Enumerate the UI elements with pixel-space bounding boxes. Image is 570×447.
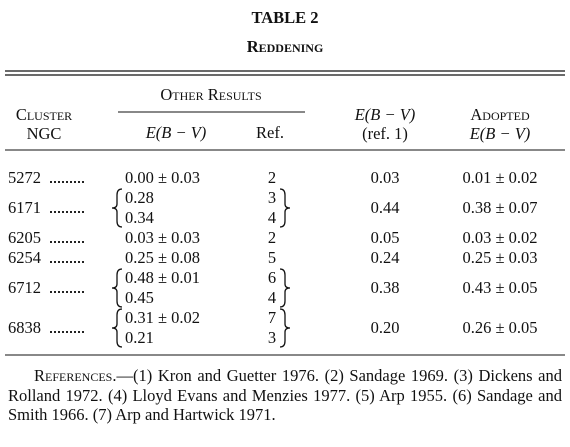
- adopted-value: 0.43 ± 0.05: [462, 278, 538, 297]
- leader-dots: [50, 331, 84, 333]
- brace: [279, 308, 291, 348]
- footnote-label: References: [34, 366, 113, 385]
- col-header: E(B − V): [469, 124, 531, 143]
- ref1-value: 0.05: [370, 228, 400, 247]
- adopted-value: 0.38 ± 0.07: [462, 198, 538, 217]
- other-value: 0.31 ± 0.02: [125, 308, 201, 327]
- table-title: TABLE 2: [251, 8, 319, 27]
- cluster: 6838: [8, 318, 41, 337]
- other-ref: 6: [267, 268, 277, 287]
- col-header: Other Results: [160, 85, 262, 104]
- adopted-value: 0.25 ± 0.03: [462, 248, 538, 267]
- other-value: 0.48 ± 0.01: [125, 268, 201, 287]
- other-value: 0.34: [125, 208, 154, 227]
- footnote-text: .—(1) Kron and Guetter 1976. (2) Sandage…: [8, 366, 562, 424]
- brace: [111, 188, 123, 228]
- col-header: E(B − V): [354, 105, 416, 124]
- other-ref: 5: [267, 248, 277, 267]
- ref1-value: 0.24: [370, 248, 400, 267]
- brace: [111, 308, 123, 348]
- col-header: Ref.: [256, 123, 284, 142]
- col-header: Cluster: [15, 105, 73, 124]
- other-ref: 4: [267, 208, 277, 227]
- leader-dots: [50, 241, 84, 243]
- cluster: 5272: [8, 168, 41, 187]
- other-value: 0.28: [125, 188, 154, 207]
- adopted-value: 0.26 ± 0.05: [462, 318, 538, 337]
- col-header: NGC: [26, 124, 62, 143]
- ref1-value: 0.03: [370, 168, 400, 187]
- ref1-value: 0.38: [370, 278, 400, 297]
- other-value: 0.03 ± 0.03: [125, 228, 201, 247]
- col-header: (ref. 1): [362, 124, 408, 143]
- leader-dots: [50, 211, 84, 213]
- footnote: References.—(1) Kron and Guetter 1976. (…: [8, 366, 562, 425]
- other-ref: 4: [267, 288, 277, 307]
- leader-dots: [50, 261, 84, 263]
- other-value: 0.45: [125, 288, 154, 307]
- adopted-value: 0.01 ± 0.02: [462, 168, 538, 187]
- brace: [111, 268, 123, 308]
- other-value: 0.00 ± 0.03: [125, 168, 201, 187]
- other-value: 0.25 ± 0.08: [125, 248, 201, 267]
- col-header: E(B − V): [145, 123, 207, 142]
- other-value: 0.21: [125, 328, 154, 347]
- brace: [279, 188, 291, 228]
- other-ref: 3: [267, 328, 277, 347]
- leader-dots: [50, 291, 84, 293]
- table-subtitle: Reddening: [246, 37, 324, 56]
- col-header: Adopted: [470, 105, 530, 124]
- ref1-value: 0.20: [370, 318, 400, 337]
- adopted-value: 0.03 ± 0.02: [462, 228, 538, 247]
- cluster: 6254: [8, 248, 41, 267]
- cluster: 6205: [8, 228, 41, 247]
- other-ref: 2: [267, 228, 277, 247]
- other-ref: 7: [267, 308, 277, 327]
- brace: [279, 268, 291, 308]
- leader-dots: [50, 181, 84, 183]
- other-ref: 3: [267, 188, 277, 207]
- other-ref: 2: [267, 168, 277, 187]
- cluster: 6712: [8, 278, 41, 297]
- cluster: 6171: [8, 198, 41, 217]
- ref1-value: 0.44: [370, 198, 400, 217]
